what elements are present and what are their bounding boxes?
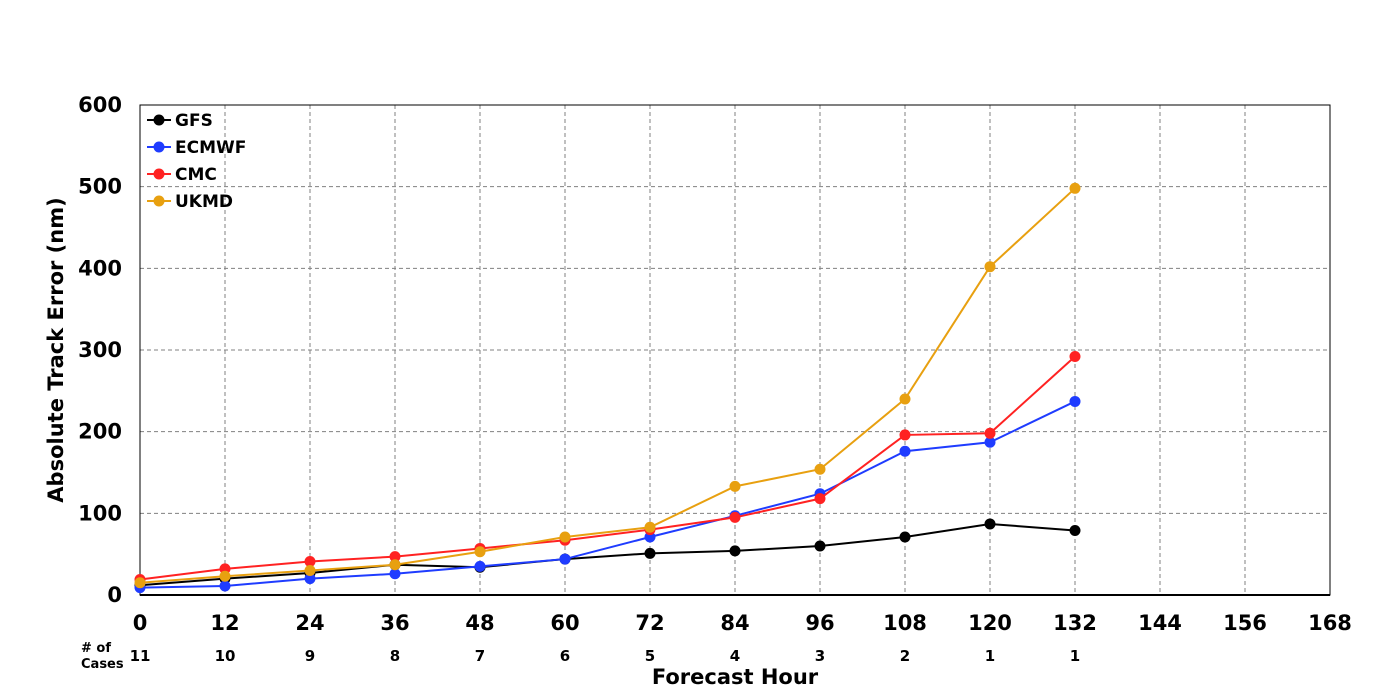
legend-swatch-marker [153,141,165,153]
data-point-ukmd [559,531,571,543]
data-point-cmc [304,556,316,568]
series-lines [134,182,1081,594]
x-tick-label: 168 [1308,611,1352,635]
cases-label: # of Cases [81,641,124,672]
x-tick-label: 12 [210,611,239,635]
data-point-gfs [899,531,911,543]
series-line-cmc [139,355,1076,581]
y-tick-label: 400 [78,256,122,280]
x-tick-label: 108 [883,611,927,635]
data-point-ukmd [304,565,316,576]
y-axis-ticks: 0 100 200 300 400 500 600 [78,93,122,607]
case-count-label: 9 [305,647,315,665]
legend-swatch-marker [153,114,165,126]
x-axis-title: Forecast Hour [652,665,819,689]
data-point-ecmwf [1069,395,1081,407]
series-cmc [134,351,1081,585]
data-point-ukmd [814,463,826,475]
x-tick-label: 96 [805,611,834,635]
legend-label: ECMWF [175,138,246,158]
series-gfs [134,518,1081,591]
data-point-ukmd [474,546,486,558]
case-count-label: 2 [900,647,910,665]
data-point-gfs [644,547,656,559]
x-tick-label: 24 [295,611,324,635]
y-tick-label: 0 [107,583,122,607]
data-point-ukmd [389,559,401,571]
case-count-label: 3 [815,647,825,665]
data-point-cmc [984,427,996,439]
legend-swatch-marker [153,195,165,207]
legend: GFS ECMWF CMC UKMD [147,111,246,212]
case-count-label: 7 [475,647,485,665]
legend-label: UKMD [175,192,233,212]
cases-label-line-1: # of [81,641,111,656]
case-count-label: 4 [730,647,740,665]
y-tick-label: 300 [78,338,122,362]
case-count-label: 5 [645,647,655,665]
data-point-ecmwf [984,436,996,448]
case-count-label: 10 [215,647,236,665]
y-tick-label: 100 [78,501,122,525]
x-tick-label: 72 [635,611,664,635]
legend-item-ecmwf: ECMWF [147,138,246,158]
y-tick-label: 200 [78,420,122,444]
case-count-label: 1 [1070,647,1080,665]
x-tick-label: 60 [550,611,579,635]
data-point-gfs [984,518,996,530]
data-point-ecmwf [474,560,486,572]
legend-item-ukmd: UKMD [147,192,233,212]
y-tick-label: 500 [78,175,122,199]
legend-item-gfs: GFS [147,111,213,131]
series-line-ukmd [139,187,1076,584]
legend-label: GFS [175,111,213,131]
x-tick-label: 36 [380,611,409,635]
case-count-label: 6 [560,647,570,665]
case-count-label: 11 [130,647,151,665]
x-tick-label: 156 [1223,611,1267,635]
data-point-gfs [814,540,826,552]
data-point-ecmwf [389,568,401,580]
data-point-gfs [1069,524,1081,536]
data-point-ukmd [219,570,231,582]
data-point-ukmd [984,261,996,273]
data-point-cmc [729,511,741,523]
data-point-ukmd [644,521,656,533]
y-tick-label: 600 [78,93,122,117]
legend-label: CMC [175,165,217,185]
data-point-ecmwf [559,553,571,565]
x-axis-ticks: 0 12 24 36 48 60 72 84 96 108 120 132 144 156 168 [133,611,1352,635]
data-point-ukmd [729,480,741,492]
series-line-gfs [139,522,1076,587]
x-tick-label: 0 [133,611,148,635]
data-point-ukmd [899,393,911,405]
case-count-label: 8 [390,647,400,665]
x-tick-label: 48 [465,611,494,635]
series-line-ecmwf [139,400,1076,589]
data-point-cmc [814,493,826,505]
x-tick-label: 120 [968,611,1012,635]
data-point-cmc [389,551,401,563]
data-point-ecmwf [219,580,231,592]
x-tick-label: 132 [1053,611,1097,635]
legend-swatch-marker [153,168,165,180]
data-point-ukmd [1069,182,1081,194]
data-point-ecmwf [304,573,316,585]
data-point-ukmd [134,577,146,589]
x-tick-label: 144 [1138,611,1182,635]
cases-label-line-2: Cases [81,657,124,672]
data-point-cmc [1069,351,1081,363]
x-tick-label: 84 [720,611,749,635]
data-point-gfs [729,545,741,557]
legend-item-cmc: CMC [147,165,217,185]
y-axis-title: Absolute Track Error (nm) [44,197,68,502]
cases-row: 11 10 9 8 7 6 5 4 3 2 1 1 [130,647,1081,665]
data-point-cmc [899,429,911,441]
data-point-ecmwf [899,445,911,457]
series-ukmd [134,182,1081,589]
case-count-label: 1 [985,647,995,665]
